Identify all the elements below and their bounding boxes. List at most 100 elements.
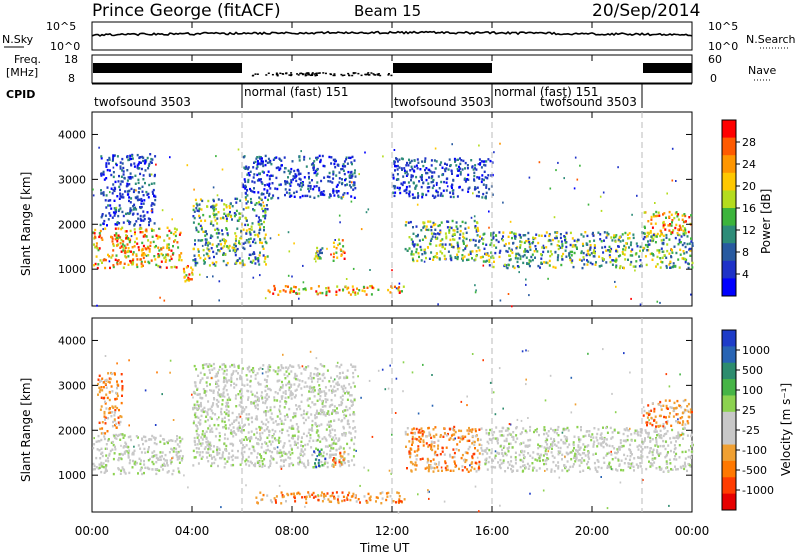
velocity-cell bbox=[280, 395, 283, 398]
velocity-cell bbox=[250, 437, 253, 440]
power-cell bbox=[416, 243, 419, 246]
power-cell bbox=[343, 160, 346, 163]
power-cell bbox=[119, 207, 122, 210]
power-cell bbox=[485, 195, 487, 198]
velocity-cell bbox=[270, 443, 273, 446]
velocity-cell bbox=[193, 364, 196, 368]
velocity-cell bbox=[287, 456, 290, 459]
power-cell bbox=[615, 257, 618, 260]
velocity-cell bbox=[375, 496, 378, 499]
velocity-cell bbox=[666, 466, 669, 469]
velocity-cell bbox=[104, 459, 107, 462]
velocity-cell bbox=[417, 431, 420, 434]
velocity-cell bbox=[409, 460, 412, 464]
power-cell bbox=[252, 166, 255, 169]
velocity-cell bbox=[223, 380, 226, 383]
velocity-cell bbox=[257, 407, 259, 411]
power-cell bbox=[465, 231, 468, 234]
power-cell bbox=[261, 207, 264, 210]
velocity-cell bbox=[246, 438, 248, 441]
power-cell bbox=[390, 285, 393, 288]
power-cell bbox=[198, 203, 201, 206]
power-cell bbox=[684, 220, 687, 223]
velocity-cell bbox=[121, 433, 124, 436]
power-cell bbox=[663, 212, 666, 215]
velocity-cell bbox=[421, 434, 424, 438]
power-cell bbox=[94, 236, 97, 239]
power-cell bbox=[483, 178, 485, 182]
power-cell bbox=[282, 289, 285, 292]
power-cell bbox=[224, 253, 227, 256]
power-cell bbox=[112, 249, 115, 252]
velocity-cell bbox=[436, 453, 439, 457]
power-cell bbox=[215, 244, 218, 248]
power-cell bbox=[192, 204, 195, 208]
power-cell bbox=[114, 180, 117, 184]
velocity-cell bbox=[290, 397, 293, 400]
power-cell bbox=[316, 292, 319, 295]
power-cell bbox=[146, 211, 149, 214]
power-cell bbox=[308, 181, 311, 184]
power-cell bbox=[549, 239, 552, 242]
power-cell bbox=[303, 158, 306, 161]
freq-label-1: Freq. bbox=[14, 53, 41, 66]
power-cell bbox=[565, 255, 568, 258]
power-cell bbox=[427, 228, 430, 232]
velocity-cell bbox=[326, 412, 329, 415]
power-cell bbox=[95, 255, 98, 258]
power-cell bbox=[505, 249, 508, 253]
power-cell bbox=[263, 229, 265, 232]
power-cell bbox=[461, 254, 464, 257]
power-cell bbox=[192, 259, 195, 262]
power-cell bbox=[456, 257, 459, 261]
velocity-cell bbox=[151, 460, 154, 464]
velocity-cell bbox=[408, 440, 411, 443]
power-cell bbox=[599, 238, 602, 241]
velocity-cell bbox=[321, 379, 324, 383]
power-cell bbox=[599, 233, 602, 236]
velocity-cell bbox=[117, 421, 120, 424]
power-cell bbox=[399, 191, 402, 195]
power-cell bbox=[217, 211, 220, 214]
power-cell bbox=[304, 194, 307, 198]
velocity-cell bbox=[258, 463, 261, 467]
power-scatter-cell bbox=[573, 187, 576, 190]
power-cell bbox=[238, 241, 240, 245]
power-cell bbox=[455, 225, 458, 228]
power-cell bbox=[331, 181, 334, 184]
velocity-cell bbox=[240, 376, 243, 379]
velocity-cell bbox=[418, 428, 421, 432]
power-ytick-label-0: 4000 bbox=[58, 128, 86, 141]
power-cell bbox=[627, 237, 629, 240]
velocity-cell bbox=[216, 448, 218, 451]
power-cell bbox=[223, 212, 226, 215]
velocity-cell bbox=[507, 466, 509, 470]
velocity-cell bbox=[196, 393, 199, 396]
power-cell bbox=[397, 287, 400, 290]
power-cell bbox=[540, 253, 542, 256]
power-cell bbox=[450, 170, 453, 173]
power-cell bbox=[128, 211, 131, 215]
velocity-cell bbox=[104, 418, 106, 421]
power-cell bbox=[207, 244, 209, 247]
nsearch-tick-low: 10^0 bbox=[708, 40, 738, 53]
power-cell bbox=[263, 184, 266, 187]
power-cell bbox=[656, 249, 659, 252]
power-scatter-cell bbox=[426, 228, 428, 231]
velocity-cell bbox=[266, 426, 269, 429]
velocity-cell bbox=[288, 372, 291, 376]
power-cell bbox=[408, 161, 411, 164]
velocity-cell bbox=[156, 458, 159, 461]
power-cell bbox=[244, 241, 247, 244]
power-cell bbox=[98, 232, 101, 235]
velocity-cell bbox=[170, 462, 172, 465]
power-cell bbox=[370, 284, 373, 288]
power-cell bbox=[571, 245, 574, 248]
power-cell bbox=[396, 178, 399, 181]
power-cell bbox=[134, 240, 136, 244]
velocity-cell bbox=[240, 441, 243, 445]
power-cell bbox=[188, 279, 190, 282]
velocity-cell bbox=[114, 424, 116, 427]
power-cell bbox=[492, 256, 495, 260]
velocity-cell bbox=[255, 416, 258, 419]
